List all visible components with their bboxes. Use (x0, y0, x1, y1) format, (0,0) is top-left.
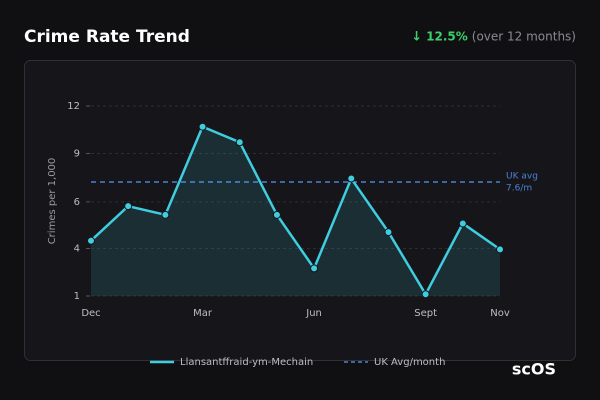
change-period: (over 12 months) (472, 30, 576, 44)
point (384, 228, 393, 237)
point (235, 138, 244, 147)
x-tick-label: Sept (414, 308, 437, 319)
change-arrow: ↓ (411, 30, 422, 45)
x-tick-label: Jun (305, 308, 322, 319)
point (421, 290, 430, 299)
line (90, 125, 501, 296)
point (87, 236, 95, 245)
reference-value-label: 7.6/m (506, 184, 532, 194)
chart-title: Crime Rate Trend (24, 27, 190, 47)
y-tick-label: 12 (67, 101, 80, 112)
y-tick-label: 4 (74, 244, 80, 255)
point (310, 264, 319, 273)
y-tick-label: 1 (74, 291, 80, 302)
point (272, 210, 281, 219)
chart-panel (24, 60, 576, 361)
x-tick-label: Mar (193, 308, 213, 319)
point (161, 210, 170, 219)
point (496, 245, 504, 254)
point (347, 174, 356, 183)
legend-label: UK Avg/month (374, 357, 445, 368)
y-axis-label: Crimes per 1,000 (47, 158, 58, 245)
change-value: 12.5% (426, 30, 468, 44)
x-tick-label: Dec (81, 308, 100, 319)
reference-label: UK avg (506, 172, 538, 182)
area (91, 126, 500, 297)
y-tick-label: 9 (74, 149, 80, 160)
x-tick-label: Nov (490, 308, 510, 319)
y-tick-label: 6 (74, 197, 80, 208)
point (198, 122, 207, 131)
point (124, 202, 133, 211)
point (458, 219, 467, 228)
legend-label: Llansantffraid-ym-Mechain (180, 357, 313, 368)
logo: scOS (512, 360, 556, 379)
